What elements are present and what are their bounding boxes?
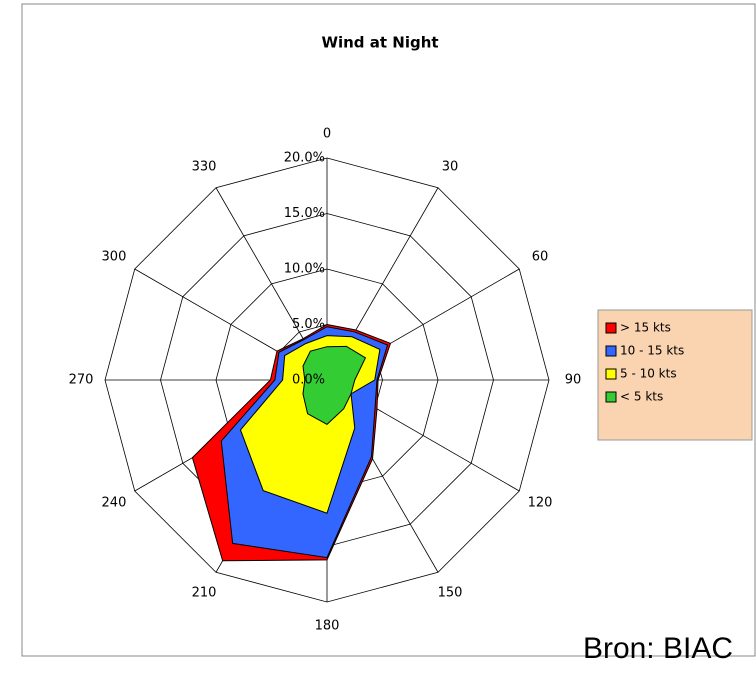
category-label: 30 [442,159,459,174]
category-label: 0 [323,127,331,142]
y-tick-label: 15.0% [284,206,325,221]
y-tick-label: 10.0% [284,262,325,277]
category-label: 330 [192,159,217,174]
category-label: 60 [532,250,549,265]
category-label: 300 [102,250,127,265]
legend-box [597,309,753,441]
y-tick-label: 0.0% [292,373,325,388]
category-label: 270 [69,373,94,388]
legend-swatch [605,368,617,380]
series-area [302,345,367,426]
y-tick-label: 5.0% [292,317,325,332]
chart-title: Wind at Night [321,34,438,52]
legend-swatch [605,391,617,403]
category-label: 240 [102,496,127,511]
legend-label: > 15 kts [620,321,671,335]
category-label: 210 [192,586,217,601]
category-label: 90 [565,373,582,388]
y-tick-label: 20.0% [284,151,325,166]
legend-label: 5 - 10 kts [620,367,677,381]
category-label: 150 [438,586,463,601]
legend-label: 10 - 15 kts [620,344,684,358]
source-note: Bron: BIAC [583,632,733,665]
category-label: 180 [315,619,340,634]
legend-swatch [605,345,617,357]
legend-label: < 5 kts [620,390,663,404]
legend-swatch [605,322,617,334]
category-label: 120 [528,496,553,511]
